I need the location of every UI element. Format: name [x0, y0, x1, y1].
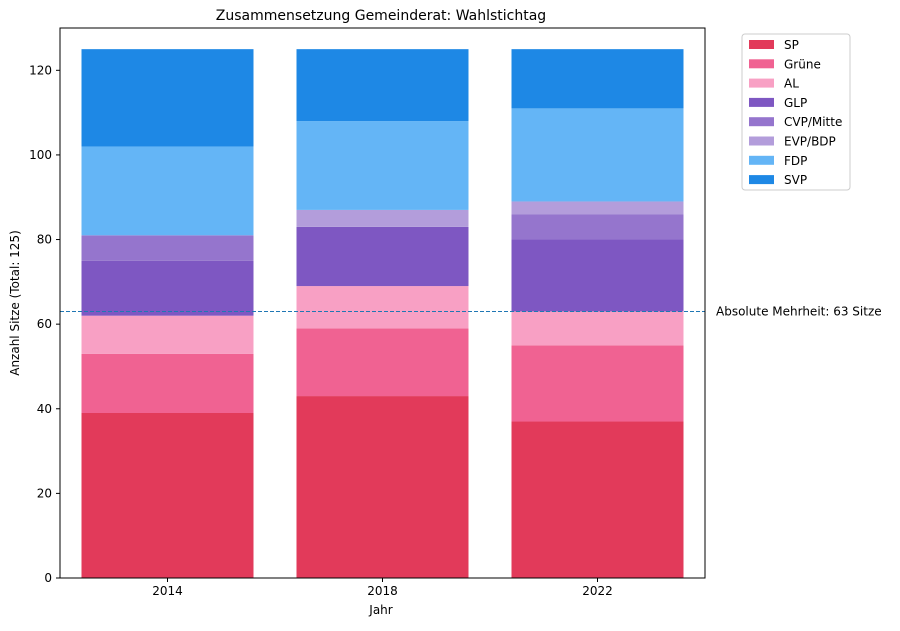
bar-segment-gr-ne-2014 [81, 353, 254, 413]
legend-swatch [749, 136, 774, 146]
bar-segment-fdp-2018 [296, 121, 469, 210]
y-tick-label: 0 [44, 571, 52, 585]
bar-segment-svp-2022 [511, 49, 684, 109]
legend-label: GLP [784, 96, 807, 110]
legend-swatch [749, 40, 774, 49]
legend-swatch [749, 175, 774, 185]
legend-swatch [749, 117, 774, 127]
x-tick-label: 2018 [367, 584, 398, 598]
bar-segment-cvp-mitte-2022 [511, 214, 684, 240]
bar-segment-glp-2014 [81, 260, 254, 316]
bar-segment-sp-2014 [81, 413, 254, 578]
bar-segment-sp-2022 [511, 421, 684, 578]
legend-label: Grüne [784, 57, 821, 71]
bar-segment-fdp-2014 [81, 146, 254, 236]
bar-segment-al-2018 [296, 286, 469, 329]
y-tick-label: 120 [29, 63, 52, 77]
chart-title: Zusammensetzung Gemeinderat: Wahlstichta… [216, 8, 546, 24]
x-tick-label: 2014 [152, 584, 183, 598]
bar-segment-sp-2018 [296, 396, 469, 578]
bar-segment-al-2014 [81, 315, 254, 354]
plot-frame [59, 27, 706, 579]
bar-segment-gr-ne-2018 [296, 328, 469, 397]
legend-label: EVP/BDP [784, 135, 836, 149]
legend-box [741, 33, 851, 191]
y-tick-label: 60 [37, 317, 52, 331]
y-axis-label: Anzahl Sitze (Total: 125) [8, 230, 22, 376]
y-tick-label: 80 [37, 233, 52, 247]
legend-swatch [749, 78, 774, 88]
bar-segment-glp-2022 [511, 239, 684, 312]
legend-label: SVP [784, 173, 807, 187]
y-tick-label: 40 [37, 402, 52, 416]
bar-segment-svp-2014 [81, 49, 254, 147]
bar-segment-evp-bdp-2018 [296, 209, 469, 227]
y-tick-label: 100 [29, 148, 52, 162]
legend-swatch [749, 59, 774, 69]
bar-segment-gr-ne-2022 [511, 345, 684, 422]
y-tick-label: 20 [37, 486, 52, 500]
legend-swatch [749, 97, 774, 107]
legend-label: SP [784, 38, 799, 52]
legend-label: AL [784, 77, 799, 91]
bar-segment-fdp-2022 [511, 108, 684, 202]
legend-swatch [749, 155, 774, 165]
bar-segment-al-2022 [511, 311, 684, 346]
bar-segment-svp-2018 [296, 49, 469, 122]
x-axis-label: Jahr [368, 603, 392, 617]
legend-label: CVP/Mitte [784, 115, 842, 129]
reference-line-label: Absolute Mehrheit: 63 Sitze [716, 304, 882, 318]
bar-segment-glp-2018 [296, 226, 469, 287]
bar-segment-evp-bdp-2022 [511, 201, 684, 215]
x-tick-label: 2022 [582, 584, 613, 598]
bar-segment-cvp-mitte-2014 [81, 235, 254, 261]
legend-label: FDP [784, 154, 807, 168]
